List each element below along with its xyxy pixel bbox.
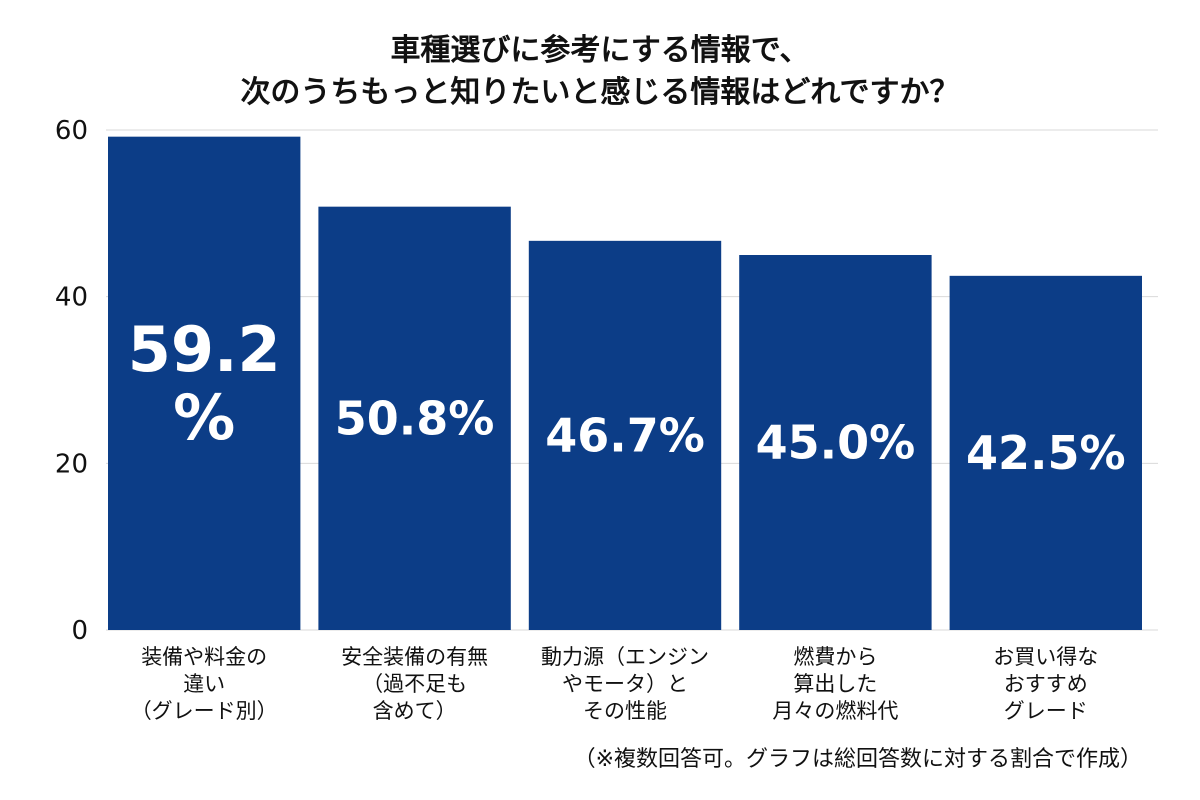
footnote: （※複数回答可。グラフは総回答数に対する割合で作成） — [574, 747, 1142, 772]
category-label: やモータ）と — [562, 672, 688, 696]
bar-value-label: 50.8% — [335, 391, 495, 445]
y-tick-label: 40 — [55, 283, 88, 313]
category-label: 安全装備の有無 — [341, 645, 488, 669]
bar-value-labels: 59.2% 50.8% 46.7% 45.0% 42.5% — [128, 313, 1126, 480]
category-label: その性能 — [583, 699, 667, 723]
bar — [108, 136, 301, 630]
footnote-group: （※複数回答可。グラフは総回答数に対する割合で作成） — [574, 747, 1142, 772]
category-label: 違い — [183, 672, 225, 696]
category-label: 算出した — [793, 672, 877, 696]
category-label: （過不足も — [362, 672, 467, 696]
bars — [108, 136, 1142, 631]
category-label: 月々の燃料代 — [772, 699, 898, 723]
bar — [739, 255, 932, 630]
bar-value-label: 42.5% — [966, 426, 1126, 480]
y-tick-label: 0 — [71, 616, 88, 646]
category-label: 含めて） — [373, 699, 457, 723]
y-tick-label: 60 — [55, 116, 88, 146]
category-label: グレード — [1004, 699, 1088, 723]
y-axis-ticks: 0 20 40 60 — [55, 116, 88, 646]
bar-value-label: 46.7% — [545, 409, 705, 463]
chart-title: 車種選びに参考にする情報で、次のうちもっと知りたいと感じる情報はどれですか？ — [240, 33, 959, 110]
chart-title-line: 次のうちもっと知りたいと感じる情報はどれですか？ — [240, 75, 959, 110]
category-label: 動力源（エンジン — [541, 645, 709, 669]
bar-value-label: 45.0% — [756, 416, 916, 470]
chart-title-line: 車種選びに参考にする情報で、 — [390, 33, 809, 68]
category-label: （グレード別） — [131, 699, 278, 723]
category-label: おすすめ — [1004, 672, 1088, 696]
bar — [318, 206, 511, 630]
y-tick-label: 20 — [55, 449, 88, 479]
category-label: お買い得な — [993, 645, 1098, 669]
bar-value-label: % — [173, 381, 235, 454]
bar-value-label: 59.2 — [128, 313, 281, 386]
category-label: 装備や料金の — [141, 645, 267, 669]
bar — [949, 275, 1142, 630]
bar — [528, 240, 722, 631]
category-label: 燃費から — [793, 645, 877, 669]
